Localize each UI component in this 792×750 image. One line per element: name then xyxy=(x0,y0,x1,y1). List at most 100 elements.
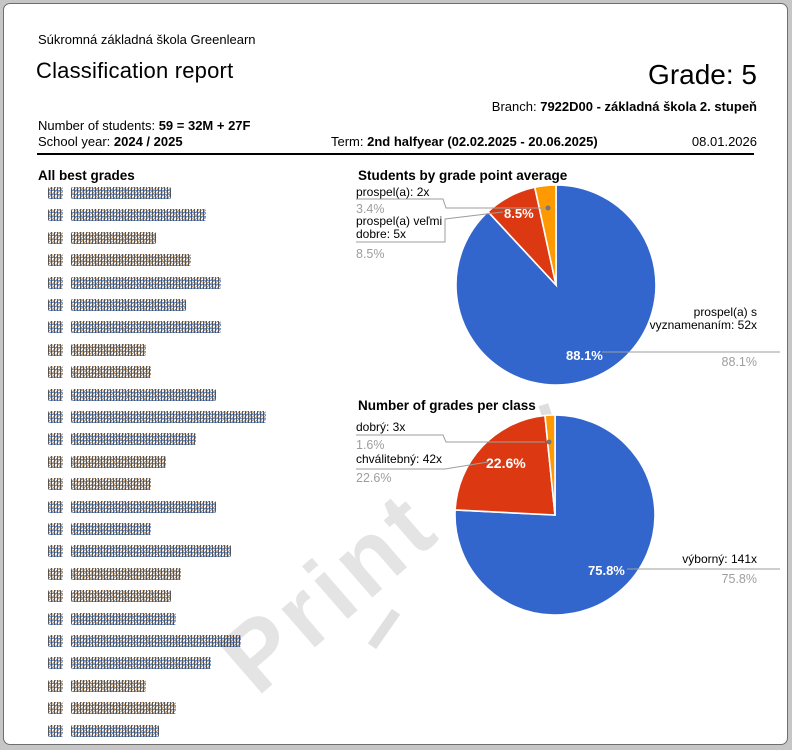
redacted-student-name xyxy=(71,724,159,737)
redacted-student-row xyxy=(48,657,211,670)
chart1-callout2-name: prospel(a) veľmi dobre: 5x xyxy=(356,214,443,241)
branch-label: Branch: xyxy=(491,99,537,114)
redacted-student-row xyxy=(48,366,151,379)
redacted-row-prefix xyxy=(48,276,63,289)
school-year-line: School year: 2024 / 2025 xyxy=(38,134,183,149)
school-year-value: 2024 / 2025 xyxy=(113,134,183,149)
redacted-row-prefix xyxy=(48,209,63,222)
redacted-student-name xyxy=(71,276,221,289)
chart1-label-blue: 88.1% xyxy=(566,348,603,363)
redacted-student-row xyxy=(48,411,266,424)
redacted-student-row xyxy=(48,254,191,267)
redacted-row-prefix xyxy=(48,702,63,715)
redacted-row-prefix xyxy=(48,231,63,244)
redacted-student-row xyxy=(48,187,171,200)
redacted-row-prefix xyxy=(48,455,63,468)
redacted-row-prefix xyxy=(48,523,63,535)
redacted-student-name xyxy=(71,500,216,513)
chart2-callout1-name: dobrý: 3x xyxy=(356,420,406,434)
redacted-student-name xyxy=(71,478,151,491)
chart1-right-callout-name: prospel(a) s vyznamenaním: 52x xyxy=(649,305,757,332)
redacted-row-prefix xyxy=(48,679,63,692)
students-line: Number of students: 59 = 32M + 27F xyxy=(38,118,250,133)
redacted-student-row xyxy=(48,388,216,402)
chart2-callout2-pct: 22.6% xyxy=(356,471,392,485)
branch-line: Branch: 7922D00 - základná škola 2. stup… xyxy=(492,99,757,114)
school-year-label: School year: xyxy=(38,134,111,149)
branch-value: 7922D00 - základná škola 2. stupeň xyxy=(540,99,757,114)
redacted-student-row xyxy=(48,455,166,469)
redacted-student-name xyxy=(71,657,211,670)
redacted-student-name xyxy=(71,702,176,715)
redacted-row-prefix xyxy=(48,343,63,356)
redacted-row-prefix xyxy=(48,254,63,267)
redacted-row-prefix xyxy=(48,321,63,334)
redacted-student-row xyxy=(48,523,151,536)
redacted-student-row xyxy=(48,276,221,290)
redacted-student-row xyxy=(48,612,176,626)
redacted-student-row xyxy=(48,433,196,446)
term-label: Term: xyxy=(331,134,364,149)
redacted-row-prefix xyxy=(48,500,63,513)
redacted-student-name xyxy=(71,187,171,199)
redacted-student-row xyxy=(48,231,156,245)
redacted-row-prefix xyxy=(48,612,63,625)
redacted-student-name xyxy=(71,590,171,603)
redacted-row-prefix xyxy=(48,411,63,423)
report-title: Classification report xyxy=(36,58,234,83)
term-line: Term: 2nd halfyear (02.02.2025 - 20.06.2… xyxy=(331,134,598,149)
chart1-callout2-pct: 8.5% xyxy=(356,247,385,261)
redacted-student-row xyxy=(48,702,176,715)
redacted-row-prefix xyxy=(48,366,63,379)
redacted-student-name xyxy=(71,612,176,625)
redacted-student-row xyxy=(48,321,221,334)
chart1-pie xyxy=(455,184,657,386)
redacted-student-name xyxy=(71,567,181,580)
print-watermark: Print xyxy=(200,469,459,714)
chart1-title: Students by grade point average xyxy=(358,168,568,183)
redacted-student-row xyxy=(48,567,181,581)
redacted-student-row xyxy=(48,635,241,648)
term-value: 2nd halfyear (02.02.2025 - 20.06.2025) xyxy=(367,134,598,149)
redacted-student-name xyxy=(71,455,166,468)
chart2-title: Number of grades per class xyxy=(358,398,536,413)
chart1-label-red: 8.5% xyxy=(504,206,534,221)
redacted-student-row xyxy=(48,478,151,491)
redacted-student-name xyxy=(71,321,221,334)
school-name: Súkromná základná škola Greenlearn xyxy=(38,32,256,47)
redacted-student-row xyxy=(48,590,171,603)
redacted-student-name xyxy=(71,299,186,311)
redacted-row-prefix xyxy=(48,545,63,558)
grade-heading: Grade: 5 xyxy=(648,59,757,90)
best-grades-title: All best grades xyxy=(38,168,135,183)
chart1-slice-orange xyxy=(533,184,557,286)
redacted-row-prefix xyxy=(48,590,63,603)
redacted-student-name xyxy=(71,679,146,692)
redacted-student-row xyxy=(48,724,159,738)
redacted-student-name xyxy=(71,523,151,535)
redacted-row-prefix xyxy=(48,567,63,580)
chart2-label-blue: 75.8% xyxy=(588,563,625,578)
redacted-student-name xyxy=(71,231,156,244)
redacted-row-prefix xyxy=(48,724,63,737)
redacted-row-prefix xyxy=(48,388,63,401)
redacted-student-row xyxy=(48,343,146,357)
students-label: Number of students: xyxy=(38,118,156,133)
chart2-right-callout-pct: 75.8% xyxy=(721,572,757,586)
redacted-student-row xyxy=(48,679,146,693)
redacted-student-name xyxy=(71,388,216,401)
redacted-row-prefix xyxy=(48,635,63,647)
chart2-right-callout-name: výborný: 141x xyxy=(682,552,757,566)
redacted-student-row xyxy=(48,209,206,222)
header-divider xyxy=(37,153,754,155)
redacted-row-prefix xyxy=(48,478,63,491)
redacted-row-prefix xyxy=(48,657,63,670)
redacted-student-name xyxy=(71,366,151,379)
chart1-right-callout-pct: 88.1% xyxy=(721,355,757,369)
redacted-row-prefix xyxy=(48,299,63,311)
redacted-student-row xyxy=(48,545,231,558)
redacted-row-prefix xyxy=(48,187,63,199)
redacted-student-row xyxy=(48,299,186,312)
redacted-row-prefix xyxy=(48,433,63,446)
redacted-student-name xyxy=(71,254,191,267)
